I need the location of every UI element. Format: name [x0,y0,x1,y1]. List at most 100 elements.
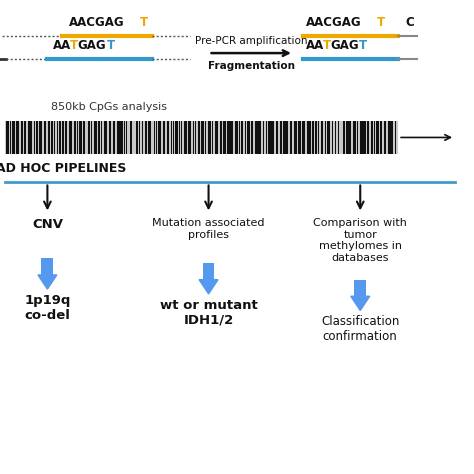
Polygon shape [199,280,218,294]
Bar [199,121,200,154]
Bar [63,121,64,154]
Bar [271,121,273,154]
Bar [192,121,194,154]
Text: AD HOC PIPELINES: AD HOC PIPELINES [0,162,127,175]
Bar [354,280,366,296]
Bar [74,121,76,154]
Bar [59,121,61,154]
Bar [258,121,261,154]
Bar [348,121,351,154]
Text: AACGAG: AACGAG [306,16,361,29]
Bar [163,121,165,154]
Bar [315,121,317,154]
Bar [113,121,115,154]
Bar [201,121,204,154]
Bar [327,121,330,154]
Bar [325,121,326,154]
Text: T: T [140,16,148,29]
Bar [21,121,23,154]
Bar [321,121,323,154]
Bar [88,121,90,154]
Bar [220,121,222,154]
Bar [371,121,373,154]
Bar [363,121,366,154]
Text: wt or mutant
IDH1/2: wt or mutant IDH1/2 [160,299,257,327]
Bar [310,121,311,154]
Bar [395,121,396,154]
Text: T: T [323,39,331,53]
Text: T: T [70,39,78,53]
Bar [134,121,135,154]
Bar [181,121,182,154]
Bar [69,121,73,154]
Bar [291,121,292,154]
Bar [346,121,348,154]
Bar [124,121,125,154]
Bar [6,121,9,154]
Bar [212,121,213,154]
Text: GAG: GAG [77,39,106,53]
Bar [202,263,214,280]
Bar [255,121,258,154]
Polygon shape [351,296,370,310]
Bar [301,121,305,154]
Bar [65,121,67,154]
Bar [30,121,32,154]
Bar [9,121,11,154]
Bar [83,121,85,154]
Bar [266,121,267,154]
Bar [230,121,233,154]
Text: C: C [405,16,414,29]
Bar [374,121,375,154]
Bar [91,121,92,154]
Bar [338,121,339,154]
Bar [384,121,385,154]
Bar [154,121,155,154]
Bar [357,121,358,154]
Text: 1p19q
co-del: 1p19q co-del [24,294,71,322]
Bar [184,121,187,154]
Bar [142,121,143,154]
Bar [94,121,97,154]
Bar [57,121,58,154]
Bar [246,121,250,154]
Bar [171,121,172,154]
Bar [263,121,264,154]
Bar [195,121,196,154]
Text: T: T [359,39,367,53]
Bar [120,121,123,154]
Bar [388,121,391,154]
Bar [376,121,379,154]
Bar [312,121,314,154]
Bar [215,121,218,154]
Bar [286,121,288,154]
Bar [36,121,38,154]
Text: CNV: CNV [32,218,63,231]
Bar [173,121,174,154]
Text: Fragmentation: Fragmentation [208,61,295,72]
Bar [155,121,157,154]
Bar [205,121,206,154]
Bar [44,121,46,154]
Bar [294,121,297,154]
Polygon shape [38,275,57,289]
Text: 850kb CpGs analysis: 850kb CpGs analysis [51,101,167,112]
Bar [175,121,177,154]
Bar [39,121,42,154]
Bar [136,121,138,154]
Text: Mutation associated
profiles: Mutation associated profiles [152,218,265,240]
Bar [167,121,169,154]
Bar [208,121,211,154]
Bar [52,121,53,154]
Text: GAG: GAG [330,39,358,53]
Bar [127,121,128,154]
Bar [343,121,345,154]
Bar [332,121,333,154]
Bar [54,121,55,154]
Bar [80,121,82,154]
Bar [100,121,102,154]
Bar [42,258,53,275]
Bar [34,121,35,154]
Bar [227,121,230,154]
Text: AACGAG: AACGAG [69,16,124,29]
